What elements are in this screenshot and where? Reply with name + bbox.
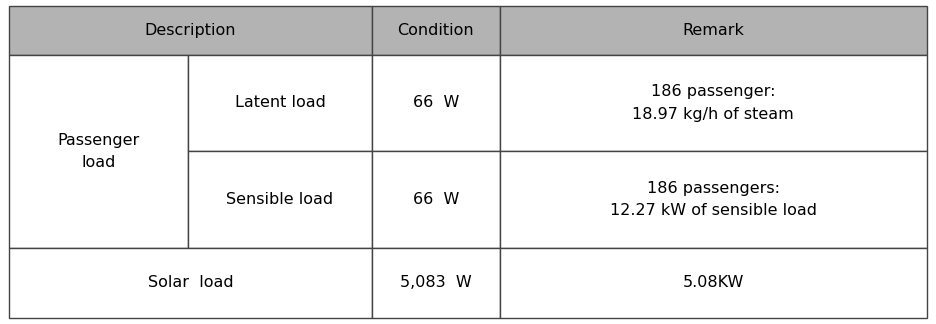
Text: 186 passenger:
18.97 kg/h of steam: 186 passenger: 18.97 kg/h of steam [633, 84, 795, 122]
Bar [188, 55, 372, 151]
Bar [9, 6, 372, 55]
Text: Sensible load: Sensible load [227, 192, 333, 207]
Text: 66  W: 66 W [413, 95, 459, 110]
Bar [9, 248, 372, 318]
Bar [188, 151, 372, 248]
Text: Description: Description [145, 23, 236, 38]
Text: Condition: Condition [398, 23, 475, 38]
Bar [372, 248, 500, 318]
Text: 5.08KW: 5.08KW [682, 275, 744, 290]
Text: 186 passengers:
12.27 kW of sensible load: 186 passengers: 12.27 kW of sensible loa… [610, 181, 817, 218]
Bar [372, 6, 500, 55]
Text: Latent load: Latent load [235, 95, 326, 110]
Bar [500, 248, 927, 318]
Bar [372, 151, 500, 248]
Text: 66  W: 66 W [413, 192, 459, 207]
Bar [500, 55, 927, 151]
Bar [500, 6, 927, 55]
Text: Remark: Remark [682, 23, 744, 38]
Text: Passenger
load: Passenger load [58, 133, 139, 170]
Text: 5,083  W: 5,083 W [400, 275, 472, 290]
Text: Solar  load: Solar load [148, 275, 233, 290]
Bar [372, 55, 500, 151]
Bar [500, 151, 927, 248]
Bar [9, 55, 188, 248]
